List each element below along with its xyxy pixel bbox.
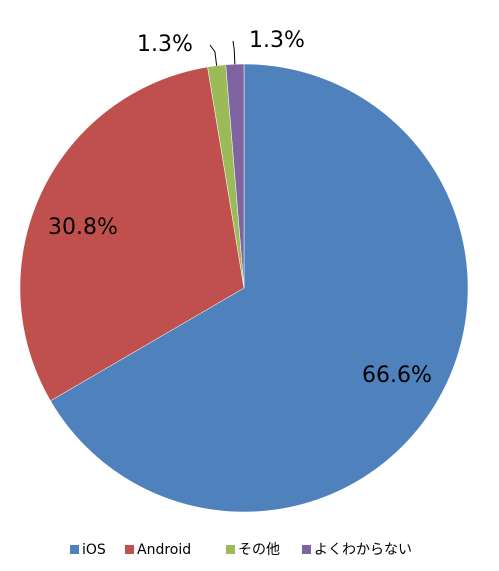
pie-slice xyxy=(19,66,245,402)
data-label: 30.8% xyxy=(48,215,118,240)
legend-swatch xyxy=(70,545,79,554)
legend-swatch xyxy=(302,545,311,554)
legend-swatch xyxy=(226,545,235,554)
data-label: 1.3% xyxy=(249,28,305,53)
leader-line xyxy=(209,44,218,66)
legend-swatch xyxy=(125,545,134,554)
data-label: 1.3% xyxy=(137,32,193,57)
legend-label: その他 xyxy=(238,542,280,558)
legend-label: よくわからない xyxy=(314,542,412,558)
legend-label: Android xyxy=(137,542,191,558)
legend-label: iOS xyxy=(82,542,106,558)
data-label: 66.6% xyxy=(362,363,432,388)
leader-line xyxy=(232,40,236,65)
pie-slice xyxy=(50,63,469,513)
